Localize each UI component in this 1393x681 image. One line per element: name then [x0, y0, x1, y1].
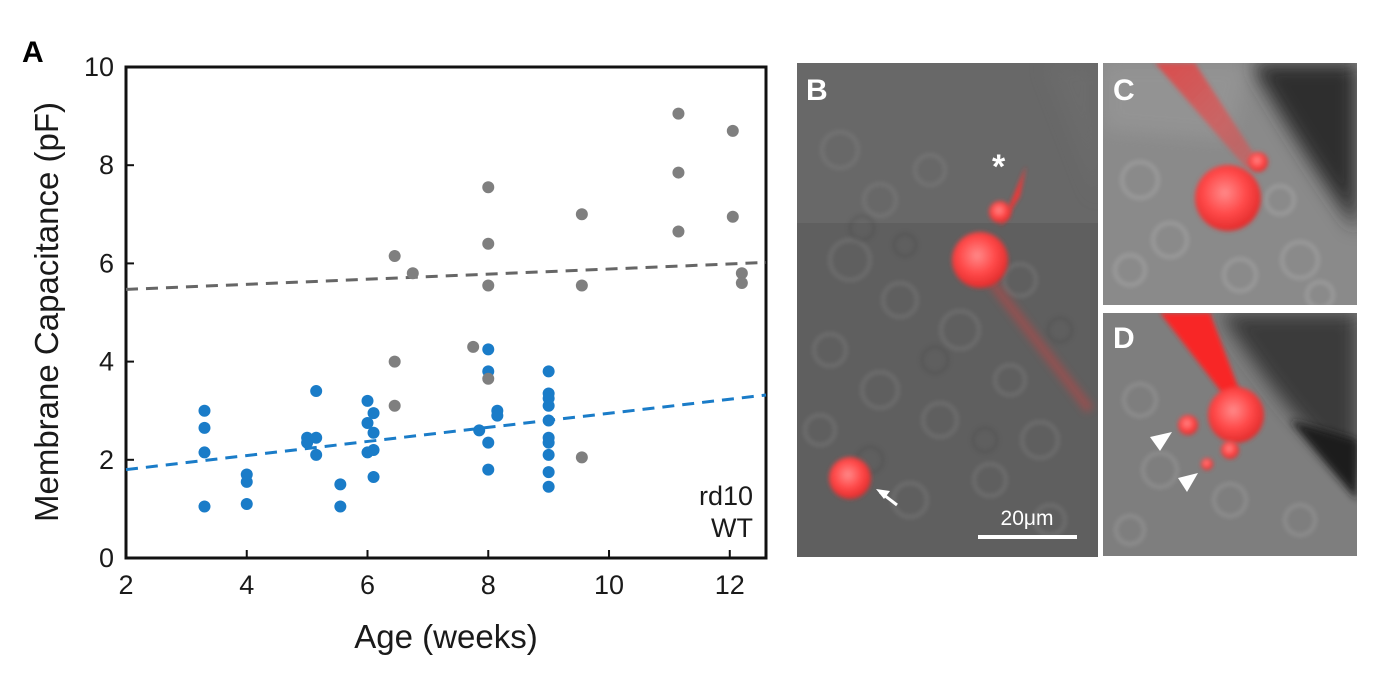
point-rd10: [542, 414, 555, 427]
point-wt: [735, 267, 748, 280]
point-wt: [726, 210, 739, 223]
point-rd10: [198, 500, 211, 513]
panel-label-b: B: [806, 74, 828, 107]
y-tick-label: 0: [99, 543, 114, 573]
legend-rd10: rd10: [699, 481, 753, 511]
x-tick-label: 8: [481, 570, 496, 600]
point-rd10: [310, 431, 323, 444]
point-rd10: [367, 426, 380, 439]
plot-frame: [124, 65, 768, 560]
legend-wt: WT: [711, 513, 753, 543]
point-wt: [672, 225, 685, 238]
point-rd10: [310, 448, 323, 461]
x-tick-label: 4: [239, 570, 254, 600]
point-rd10: [361, 394, 374, 407]
point-rd10: [240, 497, 253, 510]
asterisk-marker: *: [992, 148, 1006, 186]
point-rd10: [482, 436, 495, 449]
y-tick-label: 2: [99, 445, 114, 475]
point-wt: [735, 277, 748, 290]
y-tick-label: 8: [99, 150, 114, 180]
point-wt: [672, 166, 685, 179]
point-wt: [467, 340, 480, 353]
x-tick-label: 2: [118, 570, 133, 600]
point-wt: [406, 267, 419, 280]
point-rd10: [482, 463, 495, 476]
y-axis-label: Membrane Capacitance (pF): [28, 102, 65, 522]
point-rd10: [491, 409, 504, 422]
point-wt: [388, 250, 401, 263]
y-tick-label: 6: [99, 248, 114, 278]
micrograph-b: * 20μm: [797, 63, 1098, 557]
point-wt: [575, 279, 588, 292]
point-wt: [388, 399, 401, 412]
arrow-marker: [876, 489, 898, 507]
point-rd10: [542, 436, 555, 449]
point-wt: [482, 181, 495, 194]
panel-label-c: C: [1113, 74, 1135, 107]
point-rd10: [334, 478, 347, 491]
point-rd10: [542, 466, 555, 479]
point-wt: [482, 372, 495, 385]
data-points: [198, 107, 748, 513]
arrowhead-marker: [1178, 473, 1198, 492]
point-rd10: [542, 448, 555, 461]
point-wt: [575, 208, 588, 221]
scale-bar-label: 20μm: [1001, 507, 1054, 530]
micrograph-c: [1103, 63, 1357, 305]
x-tick-label: 12: [715, 570, 745, 600]
point-rd10: [542, 399, 555, 412]
x-axis-label: Age (weeks): [354, 618, 537, 655]
point-rd10: [334, 500, 347, 513]
point-rd10: [310, 385, 323, 398]
point-wt: [482, 237, 495, 250]
fit-line-rd10: [125, 393, 767, 472]
point-rd10: [301, 436, 314, 449]
point-rd10: [198, 421, 211, 434]
panel-label-a: A: [22, 36, 44, 69]
y-tick-label: 10: [84, 52, 114, 82]
point-wt: [575, 451, 588, 464]
fit-line-wt: [125, 260, 767, 291]
point-rd10: [542, 365, 555, 378]
point-rd10: [240, 475, 253, 488]
point-wt: [726, 124, 739, 137]
point-rd10: [473, 424, 486, 437]
micrograph-d: [1103, 313, 1357, 556]
point-wt: [672, 107, 685, 120]
point-rd10: [367, 443, 380, 456]
y-tick-label: 4: [99, 347, 114, 377]
point-rd10: [367, 407, 380, 420]
point-wt: [482, 279, 495, 292]
panel-label-d: D: [1113, 322, 1135, 355]
x-tick-label: 10: [594, 570, 624, 600]
fit-lines: [125, 260, 767, 472]
arrowhead-marker: [1150, 432, 1172, 451]
point-rd10: [198, 404, 211, 417]
point-rd10: [198, 446, 211, 459]
x-tick-label: 6: [360, 570, 375, 600]
point-rd10: [482, 343, 495, 356]
point-rd10: [367, 470, 380, 483]
point-rd10: [542, 480, 555, 493]
point-rd10: [361, 416, 374, 429]
point-wt: [388, 355, 401, 368]
